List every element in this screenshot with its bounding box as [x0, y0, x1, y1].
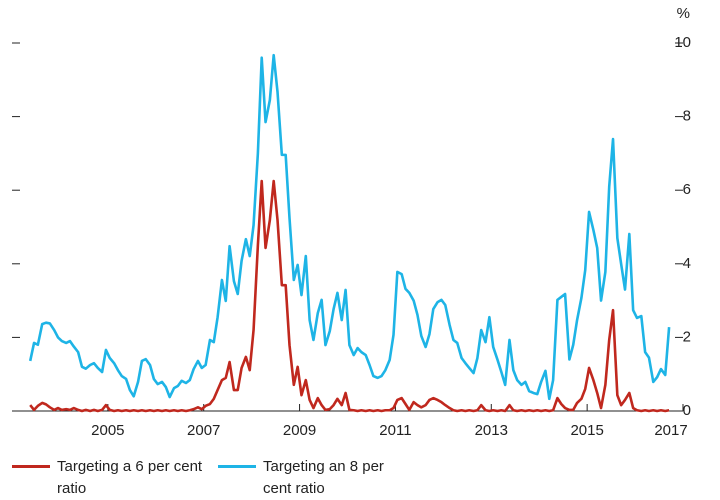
y-tick-label: 4 — [683, 255, 691, 272]
x-tick-label: 2013 — [475, 422, 508, 439]
series-line — [28, 53, 671, 401]
legend-swatch — [12, 465, 50, 468]
y-tick-label: 0 — [683, 402, 691, 419]
y-tick-label: 8 — [683, 108, 691, 125]
chart: % 0 2 4 6 8 10 2005 2007 2009 2011 2013 2015 2017 — [12, 5, 691, 439]
y-tick-label: 2 — [683, 328, 691, 345]
legend-label: Targeting an 8 per cent ratio — [263, 458, 384, 497]
y-axis-unit: % — [677, 5, 690, 22]
y-tick-label: 10 — [674, 34, 691, 51]
x-tick-label: 2007 — [187, 422, 220, 439]
legend-label: Targeting a 6 per cent ratio — [57, 458, 203, 497]
legend-item: Targeting a 6 per cent ratio — [12, 456, 207, 500]
legend: Targeting a 6 per cent ratio Targeting an… — [0, 456, 720, 500]
series-line — [29, 179, 670, 413]
x-tick-label: 2015 — [570, 422, 603, 439]
legend-swatch — [218, 465, 256, 468]
legend-item: Targeting an 8 per cent ratio — [218, 456, 413, 500]
x-tick-label: 2009 — [283, 422, 316, 439]
x-tick-label: 2017 — [654, 422, 687, 439]
y-tick-label: 6 — [683, 181, 691, 198]
x-tick-label: 2011 — [379, 422, 411, 439]
x-tick-label: 2005 — [91, 422, 124, 439]
